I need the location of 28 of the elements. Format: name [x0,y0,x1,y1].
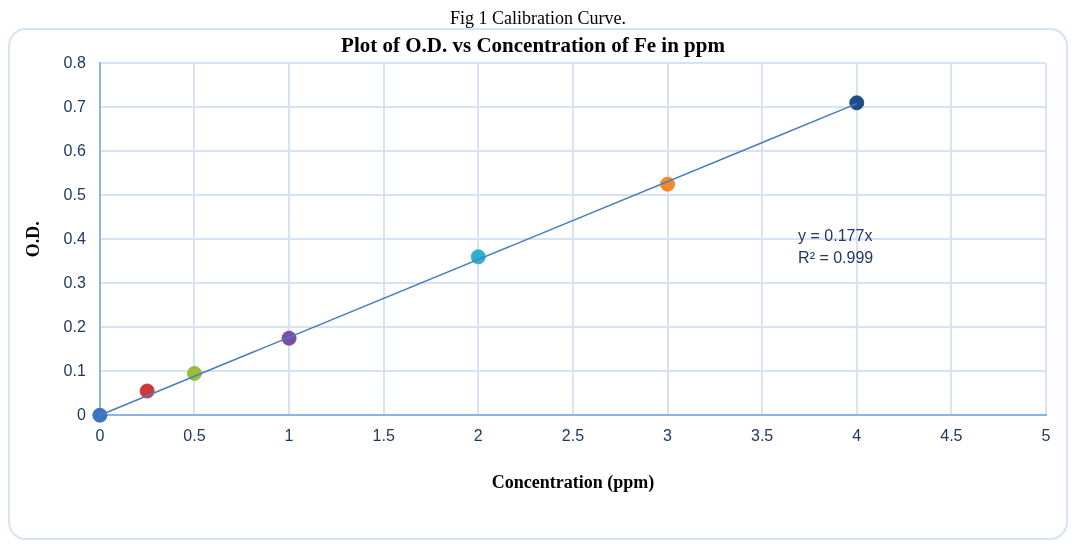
x-tick-label: 0 [95,427,105,445]
x-tick-label: 3 [663,427,673,445]
annotation: R² = 0.999 [798,249,874,267]
y-tick-label: 0.2 [63,317,86,335]
y-tick-label: 0.3 [63,273,86,291]
x-tick-label: 2.5 [561,427,585,445]
point [92,407,108,423]
caption: Fig 1 Calibration Curve. [449,8,627,28]
chart-title: Plot of O.D. vs Concentration of Fe in ppm [341,33,726,58]
x-axis-title: Concentration (ppm) [491,471,655,493]
x-tick-label: 0.5 [183,427,206,445]
y-tick-label: 0.1 [63,361,86,379]
x-tick-label: 4 [852,427,862,445]
x-tick-label: 1.5 [372,427,395,445]
x-tick-label: 1 [284,427,294,445]
y-tick-label: 0.4 [63,229,86,247]
y-tick-label: 0 [76,405,86,423]
y-tick-label: 0.8 [63,53,86,71]
annotation: y = 0.177x [798,227,873,245]
y-axis-title: O.D. [23,221,44,258]
x-tick-label: 3.5 [751,427,774,445]
y-tick-label: 0.7 [63,97,86,115]
x-tick-label: 2 [473,427,483,445]
point [849,95,865,111]
y-tick-label: 0.5 [63,185,86,203]
x-tick-label: 5 [1041,427,1051,445]
y-tick-label: 0.6 [63,141,86,159]
x-tick-label: 4.5 [940,427,963,445]
